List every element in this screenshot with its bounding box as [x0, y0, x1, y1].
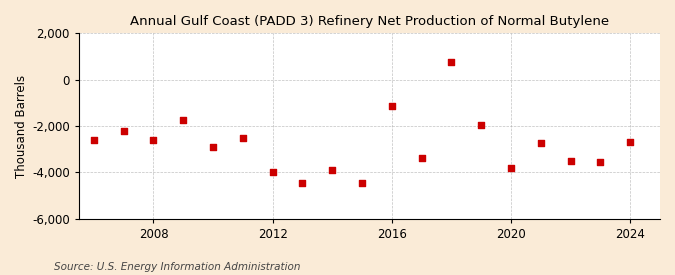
Text: Source: U.S. Energy Information Administration: Source: U.S. Energy Information Administ… [54, 262, 300, 272]
Y-axis label: Thousand Barrels: Thousand Barrels [15, 75, 28, 178]
Point [267, 170, 278, 175]
Title: Annual Gulf Coast (PADD 3) Refinery Net Production of Normal Butylene: Annual Gulf Coast (PADD 3) Refinery Net … [130, 15, 609, 28]
Point [297, 181, 308, 185]
Point [178, 118, 188, 122]
Point [416, 156, 427, 161]
Point [88, 138, 99, 142]
Point [208, 145, 219, 149]
Point [595, 160, 605, 164]
Point [327, 168, 338, 172]
Point [148, 138, 159, 142]
Point [476, 123, 487, 127]
Point [506, 166, 516, 170]
Point [238, 135, 248, 140]
Point [565, 159, 576, 163]
Point [356, 181, 367, 185]
Point [386, 104, 397, 109]
Point [625, 140, 636, 144]
Point [118, 128, 129, 133]
Point [446, 60, 457, 65]
Point [535, 141, 546, 145]
